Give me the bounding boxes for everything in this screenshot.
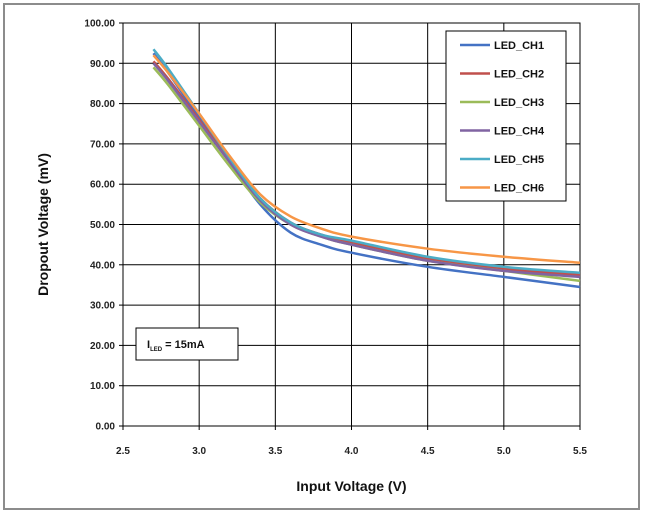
legend-label: LED_CH6	[494, 183, 544, 195]
y-tick-label: 0.00	[96, 422, 116, 433]
y-tick-label: 20.00	[90, 341, 115, 352]
series-line-led-ch6	[152, 54, 581, 265]
x-tick-label: 3.5	[268, 446, 282, 457]
legend-label: LED_CH4	[494, 126, 545, 138]
y-tick-labels: 0.00 10.00 20.00 30.00 40.00 50.00 60.00 70.00 8…	[84, 19, 115, 433]
annotation-label: ILED = 15mA	[147, 339, 205, 353]
series-line-led-ch1	[152, 52, 581, 289]
y-tick-label: 70.00	[90, 139, 115, 150]
y-tick-label: 30.00	[90, 301, 115, 312]
y-axis-title: Dropout Voltage (mV)	[35, 153, 51, 296]
legend-label: LED_CH3	[494, 97, 544, 109]
legend-box	[445, 30, 567, 202]
plot-area-border	[122, 22, 581, 427]
annotation-box	[135, 327, 239, 361]
current-annotation: ILED = 15mA	[135, 327, 239, 361]
series-layer	[152, 48, 581, 289]
legend-label: LED_CH5	[494, 154, 544, 166]
x-axis-title: Input Voltage (V)	[296, 478, 406, 494]
y-tick-label: 90.00	[90, 59, 115, 70]
y-tick-label: 60.00	[90, 180, 115, 191]
annotation-main: I	[147, 339, 150, 351]
legend-label: LED_CH1	[494, 40, 544, 52]
y-tick-label: 50.00	[90, 220, 115, 231]
annotation-subscript: LED	[150, 347, 163, 353]
x-tick-labels: 2.5 3.0 3.5 4.0 4.5 5.0 5.5	[116, 446, 587, 457]
series-line-led-ch4	[152, 62, 581, 279]
x-tick-label: 3.0	[192, 446, 206, 457]
annotation-rest: = 15mA	[162, 339, 205, 351]
x-tick-label: 5.5	[573, 446, 587, 457]
legend: LED_CH1 LED_CH2 LED_CH3 LED_CH4 LED_CH5 LED_C…	[445, 30, 567, 202]
y-tick-label: 40.00	[90, 260, 115, 271]
x-tick-label: 5.0	[497, 446, 511, 457]
x-tick-label: 4.0	[345, 446, 359, 457]
y-tick-label: 80.00	[90, 99, 115, 110]
legend-label: LED_CH2	[494, 69, 544, 81]
x-tick-label: 2.5	[116, 446, 130, 457]
y-tick-label: 100.00	[84, 19, 115, 30]
x-tick-label: 4.5	[421, 446, 435, 457]
y-tick-label: 10.00	[90, 381, 115, 392]
